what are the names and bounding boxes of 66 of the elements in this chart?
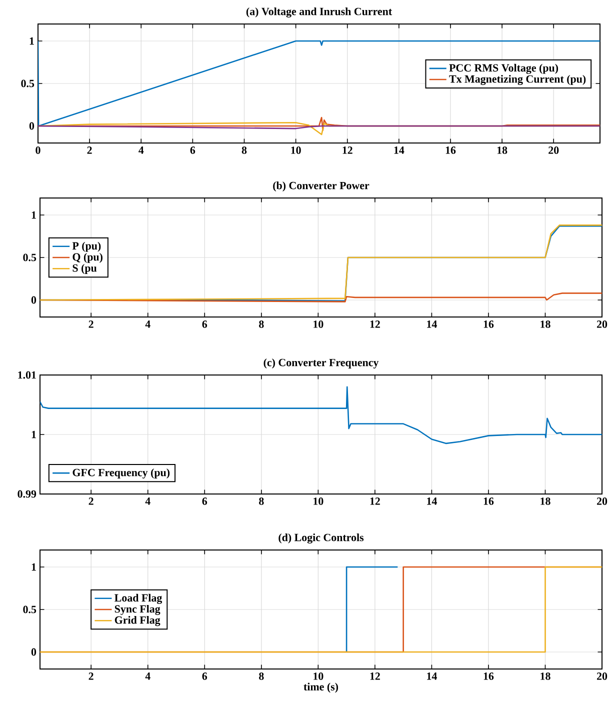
y-tick-label: 1 bbox=[30, 37, 34, 45]
x-tick-label: 20 bbox=[596, 498, 608, 505]
legend-label: Sync Flag bbox=[114, 604, 160, 615]
x-tick-label: 6 bbox=[202, 498, 208, 505]
y-tick-label: 0.5 bbox=[23, 254, 36, 262]
y-tick-label: 0.5 bbox=[23, 606, 36, 614]
x-tick-label: 18 bbox=[540, 498, 550, 505]
x-tick-label: 12 bbox=[370, 498, 380, 505]
x-tick-label: 8 bbox=[259, 498, 264, 505]
x-tick-label: 6 bbox=[190, 146, 196, 154]
y-tick-label: 1 bbox=[32, 211, 36, 219]
legend-label: S (pu bbox=[72, 264, 97, 274]
y-tick-label: 0.99 bbox=[18, 490, 36, 498]
x-tick-label: 2 bbox=[88, 320, 94, 328]
x-tick-label: 18 bbox=[540, 672, 550, 680]
x-tick-label: 12 bbox=[370, 672, 380, 680]
x-tick-label: 6 bbox=[202, 320, 208, 328]
legend-label: Grid Flag bbox=[114, 616, 160, 626]
x-tick-label: 14 bbox=[427, 498, 437, 505]
x-tick-label: 8 bbox=[259, 672, 264, 680]
x-tick-label: 2 bbox=[88, 672, 94, 680]
x-tick-label: 16 bbox=[484, 498, 494, 505]
x-tick-label: 10 bbox=[314, 498, 324, 505]
x-axis-title: time (s) bbox=[304, 682, 338, 693]
x-tick-label: 20 bbox=[596, 320, 608, 328]
x-tick-label: 18 bbox=[497, 146, 508, 154]
legend-label: PCC RMS Voltage (pu) bbox=[449, 64, 558, 74]
x-tick-label: 4 bbox=[145, 320, 150, 328]
y-tick-label: 1 bbox=[32, 430, 36, 438]
legend-label: GFC Frequency (pu) bbox=[72, 468, 170, 478]
x-tick-label: 2 bbox=[88, 498, 94, 505]
chart-title: (a) Voltage and Inrush Current bbox=[246, 7, 392, 18]
legend-label: P (pu) bbox=[72, 242, 101, 252]
y-tick-label: 1.01 bbox=[18, 371, 36, 379]
y-tick-label: 0 bbox=[31, 648, 36, 656]
legend-label: Tx Magnetizing Current (pu) bbox=[449, 74, 586, 85]
x-tick-label: 4 bbox=[145, 672, 150, 680]
x-tick-label: 12 bbox=[370, 320, 380, 328]
x-tick-label: 14 bbox=[394, 146, 404, 154]
x-tick-label: 10 bbox=[314, 672, 324, 680]
x-tick-label: 6 bbox=[202, 672, 208, 680]
chart-title: (c) Converter Frequency bbox=[264, 358, 379, 368]
legend-label: Load Flag bbox=[114, 594, 162, 604]
y-tick-label: 0.5 bbox=[21, 80, 34, 88]
x-tick-label: 16 bbox=[446, 146, 456, 154]
chart-title: (d) Logic Controls bbox=[278, 533, 364, 544]
legend-label: Q (pu) bbox=[72, 252, 102, 263]
x-tick-label: 14 bbox=[427, 672, 437, 680]
y-tick-label: 1 bbox=[32, 563, 36, 571]
x-tick-label: 8 bbox=[242, 146, 247, 154]
x-tick-label: 20 bbox=[548, 146, 559, 154]
y-tick-label: 0 bbox=[31, 296, 36, 304]
x-tick-label: 18 bbox=[540, 320, 550, 328]
x-tick-label: 16 bbox=[484, 320, 494, 328]
x-tick-label: 2 bbox=[87, 146, 92, 154]
y-tick-label: 0 bbox=[29, 122, 34, 130]
x-tick-label: 14 bbox=[427, 320, 437, 328]
chart-title: (b) Converter Power bbox=[273, 182, 370, 192]
x-tick-label: 10 bbox=[291, 146, 301, 154]
x-tick-label: 8 bbox=[259, 320, 264, 328]
x-tick-label: 12 bbox=[342, 146, 352, 154]
x-tick-label: 16 bbox=[484, 672, 494, 680]
x-tick-label: 20 bbox=[596, 672, 608, 680]
x-tick-label: 4 bbox=[145, 498, 150, 505]
x-tick-label: 10 bbox=[314, 320, 324, 328]
x-tick-label: 4 bbox=[138, 146, 144, 154]
